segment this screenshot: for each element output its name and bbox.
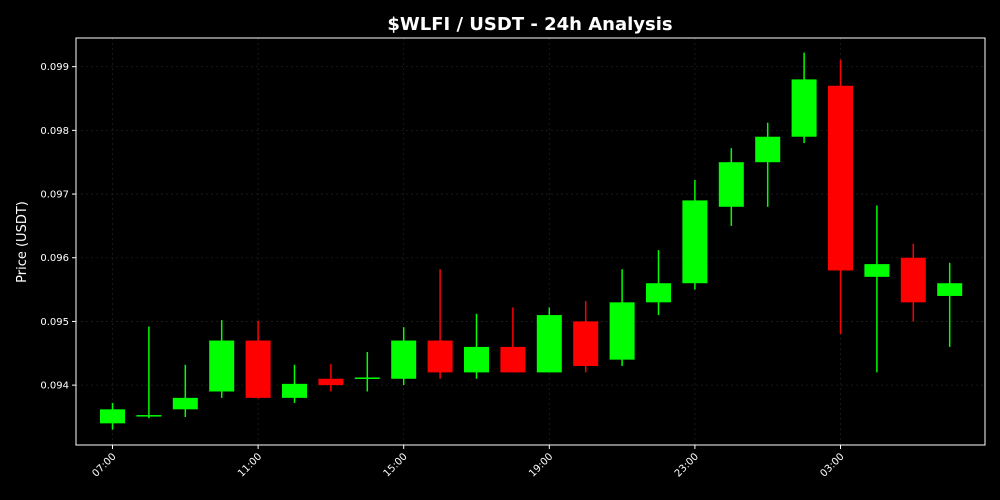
candle-up xyxy=(864,205,890,373)
chart-title: $WLFI / USDT - 24h Analysis xyxy=(387,14,672,35)
candle-body xyxy=(864,264,890,277)
candle-down xyxy=(573,301,599,373)
candle-up xyxy=(718,148,744,226)
candle-up xyxy=(391,327,417,386)
candle-body xyxy=(172,397,198,410)
candle-body xyxy=(718,162,744,207)
plot-frame xyxy=(75,37,986,446)
y-tick-label: 0.099 xyxy=(40,62,69,73)
candle-up xyxy=(464,313,489,379)
candle-up xyxy=(682,180,708,290)
candle-up xyxy=(172,364,198,417)
candle-up xyxy=(100,402,125,430)
candle-layer xyxy=(100,52,963,430)
candle-body xyxy=(354,377,380,379)
candle-body xyxy=(828,85,853,271)
y-axis-ticks: 0.094 0.095 0.096 0.097 0.098 0.099 xyxy=(40,62,76,392)
candle-body xyxy=(245,340,271,398)
candle-down xyxy=(245,320,271,399)
candle-body xyxy=(900,257,926,303)
candle-down xyxy=(318,364,344,392)
candle-up xyxy=(609,269,635,367)
candle-body xyxy=(500,346,526,373)
candle-up xyxy=(646,250,671,316)
y-tick-label: 0.096 xyxy=(40,253,69,264)
y-tick-label: 0.094 xyxy=(40,381,69,392)
candle-down xyxy=(900,243,926,322)
candle-body xyxy=(646,283,671,303)
y-tick-label: 0.097 xyxy=(40,190,69,201)
candle-body xyxy=(391,340,417,379)
candle-up xyxy=(791,52,817,144)
candle-body xyxy=(427,340,453,373)
candle-up xyxy=(136,326,162,419)
candle-body xyxy=(209,340,235,392)
candle-body xyxy=(464,346,489,373)
candle-up xyxy=(937,262,963,347)
candle-body xyxy=(318,378,344,386)
candle-body xyxy=(100,409,125,424)
candle-up xyxy=(755,122,781,207)
candle-body xyxy=(609,302,635,360)
candle-body xyxy=(136,415,162,417)
candle-down xyxy=(828,59,853,335)
candle-up xyxy=(282,364,307,403)
candle-body xyxy=(282,383,307,398)
candle-body xyxy=(755,136,781,163)
candle-up xyxy=(354,352,380,392)
y-tick-label: 0.098 xyxy=(40,126,69,137)
candle-body xyxy=(937,283,963,296)
candle-body xyxy=(536,315,562,373)
candle-up xyxy=(209,320,235,398)
candle-up xyxy=(536,307,562,373)
candle-body xyxy=(791,79,817,137)
candle-body xyxy=(573,321,599,367)
y-axis-title: Price (USDT) xyxy=(15,201,30,283)
candle-down xyxy=(427,269,453,379)
candle-down xyxy=(500,307,526,373)
y-tick-label: 0.095 xyxy=(40,317,69,328)
candle-body xyxy=(682,200,708,284)
